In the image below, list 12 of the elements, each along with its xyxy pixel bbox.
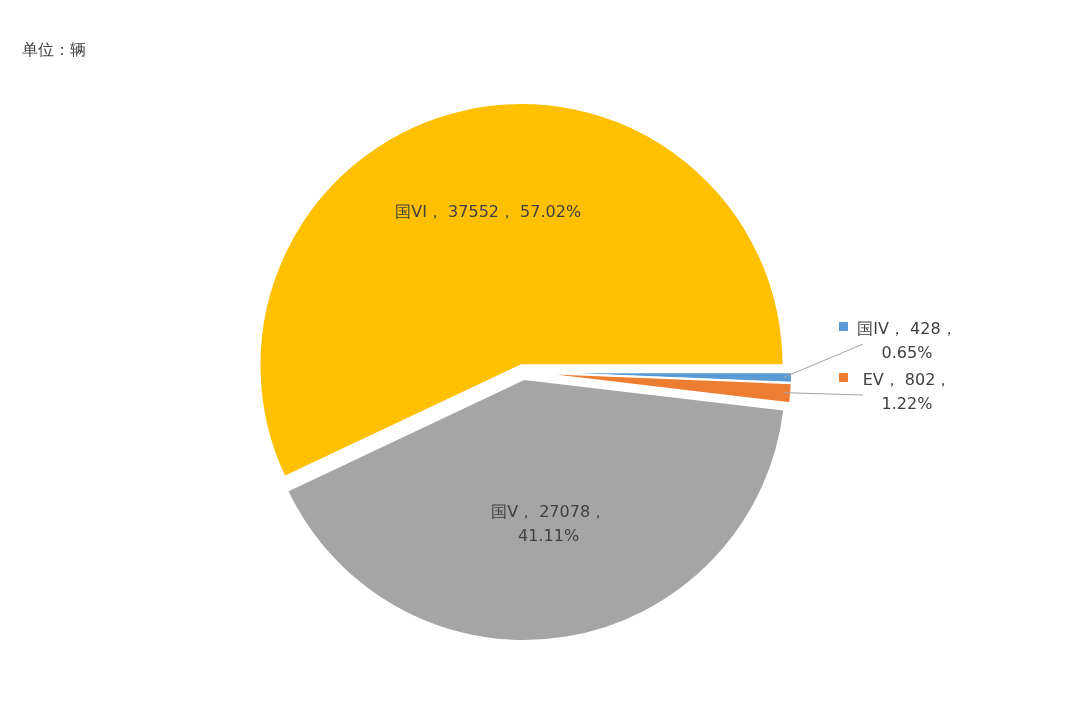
data-label: ， 428，	[889, 319, 957, 338]
data-label: 0.65%	[881, 343, 933, 362]
data-label: 41.11%	[518, 525, 580, 545]
annotation: 单位：辆	[22, 40, 86, 59]
data-label: 1.22%	[881, 394, 933, 413]
category-label: 国IV	[857, 319, 889, 338]
category-label: 国V	[491, 501, 519, 521]
data-label: ， 802，	[883, 370, 952, 389]
data-label: ， 37552， 57.02%	[427, 201, 582, 221]
category-label: EV	[862, 370, 884, 389]
category-label: 国VI	[395, 201, 428, 221]
data-label: ， 27078，	[518, 501, 607, 521]
